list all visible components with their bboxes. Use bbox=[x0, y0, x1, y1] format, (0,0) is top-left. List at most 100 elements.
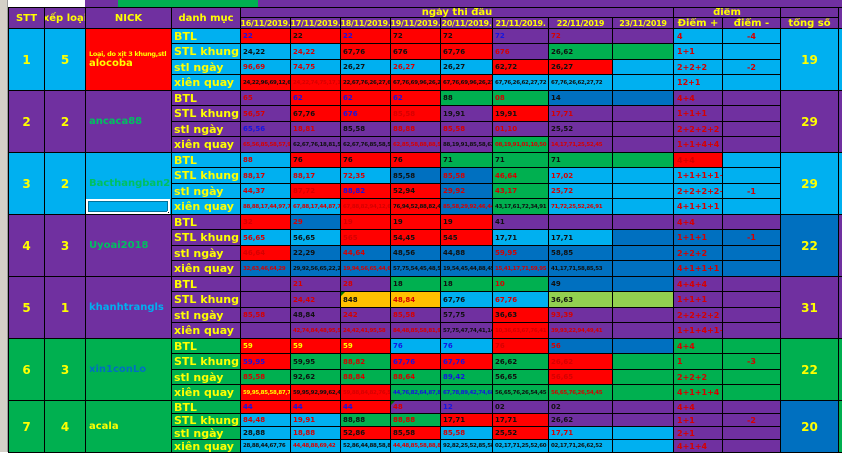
value-cell[interactable]: 54,45 bbox=[391, 230, 441, 246]
minus-score-cell[interactable] bbox=[723, 261, 781, 277]
value-cell[interactable]: 67,78,89,42,74,68 bbox=[441, 385, 493, 401]
value-cell[interactable]: 84,48,85,58,81,98 bbox=[391, 323, 441, 339]
category-cell[interactable]: STL khung 2 bbox=[172, 168, 241, 184]
value-cell[interactable]: 62,67,76,85,58,57 bbox=[341, 137, 391, 153]
value-cell[interactable]: 71 bbox=[549, 153, 613, 168]
plus-score-cell[interactable]: 2+2+2 bbox=[674, 60, 723, 75]
value-cell[interactable]: 88,17 bbox=[241, 168, 291, 184]
minus-score-cell[interactable] bbox=[723, 339, 781, 354]
value-cell[interactable]: 85,58 bbox=[441, 427, 493, 440]
minus-score-cell[interactable] bbox=[723, 246, 781, 261]
value-cell[interactable] bbox=[241, 277, 291, 292]
selection-box[interactable] bbox=[86, 199, 170, 214]
minus-score-cell[interactable] bbox=[723, 91, 781, 106]
value-cell[interactable]: 62 bbox=[341, 91, 391, 106]
category-cell[interactable]: STL khung 2 bbox=[172, 44, 241, 60]
value-cell[interactable] bbox=[613, 153, 674, 168]
stt-cell[interactable]: 6 bbox=[9, 339, 45, 401]
value-cell[interactable]: 89,42 bbox=[441, 370, 493, 385]
value-cell[interactable]: 76,94,52,88,82,48 bbox=[391, 199, 441, 215]
value-cell[interactable]: 22 bbox=[241, 29, 291, 44]
value-cell[interactable]: 19,54,45,44,88,45 bbox=[441, 261, 493, 277]
plus-score-cell[interactable]: 2+2+2+2+2 bbox=[674, 184, 723, 199]
value-cell[interactable] bbox=[613, 323, 674, 339]
value-cell[interactable]: 17,02 bbox=[549, 168, 613, 184]
value-cell[interactable]: 46,64 bbox=[493, 168, 549, 184]
category-cell[interactable]: BTL bbox=[172, 401, 241, 414]
value-cell[interactable]: 676 bbox=[341, 106, 391, 122]
total-cell[interactable]: 22 bbox=[781, 215, 839, 277]
value-cell[interactable]: 59,95,85,58,87,78 bbox=[241, 385, 291, 401]
value-cell[interactable]: 29 bbox=[291, 215, 341, 230]
value-cell[interactable]: 76 bbox=[391, 339, 441, 354]
value-cell[interactable]: 92,62 bbox=[291, 370, 341, 385]
value-cell[interactable]: 44,64 bbox=[341, 246, 391, 261]
value-cell[interactable]: 43,17 bbox=[493, 184, 549, 199]
value-cell[interactable]: 76 bbox=[341, 153, 391, 168]
value-cell[interactable]: 44 bbox=[291, 401, 341, 414]
value-cell[interactable]: 57,75 bbox=[441, 308, 493, 323]
value-cell[interactable]: 72,35 bbox=[341, 168, 391, 184]
value-cell[interactable]: 19,94,56,65,44,64 bbox=[341, 261, 391, 277]
value-cell[interactable] bbox=[613, 215, 674, 230]
minus-score-cell[interactable] bbox=[723, 199, 781, 215]
value-cell[interactable]: 56,65 bbox=[549, 370, 613, 385]
plus-score-cell[interactable]: 1+1+1 bbox=[674, 292, 723, 308]
value-cell[interactable]: 17,71 bbox=[549, 427, 613, 440]
header-category[interactable]: danh mục bbox=[172, 8, 241, 29]
category-cell[interactable]: STL khung 2 bbox=[172, 230, 241, 246]
value-cell[interactable] bbox=[613, 354, 674, 370]
value-cell[interactable]: 28,88,44,67,76 bbox=[241, 440, 291, 453]
value-cell[interactable]: 17,71 bbox=[493, 230, 549, 246]
value-cell[interactable]: 57,75,54,45,48,56 bbox=[391, 261, 441, 277]
value-cell[interactable]: 44,37 bbox=[241, 184, 291, 199]
value-cell[interactable]: 65,56,85,58,57,95 bbox=[241, 137, 291, 153]
value-cell[interactable]: 42,74,84,48,95,58 bbox=[291, 323, 341, 339]
value-cell[interactable]: 26,62 bbox=[493, 354, 549, 370]
value-cell[interactable]: 62 bbox=[391, 91, 441, 106]
plus-score-cell[interactable]: 4+4 bbox=[674, 153, 723, 168]
value-cell[interactable]: 10 bbox=[493, 277, 549, 292]
value-cell[interactable]: 88 bbox=[241, 153, 291, 168]
category-cell[interactable]: xiên quay bbox=[172, 440, 241, 453]
value-cell[interactable]: 85,58,29,92,46,44 bbox=[441, 199, 493, 215]
value-cell[interactable]: 19,91 bbox=[493, 106, 549, 122]
value-cell[interactable]: 65 bbox=[241, 91, 291, 106]
minus-score-cell[interactable] bbox=[723, 168, 781, 184]
value-cell[interactable]: 67,76 bbox=[441, 354, 493, 370]
value-cell[interactable] bbox=[613, 339, 674, 354]
value-cell[interactable] bbox=[613, 91, 674, 106]
value-cell[interactable]: 44,48,85,58,88,88 bbox=[391, 440, 441, 453]
value-cell[interactable]: 67,76 bbox=[291, 106, 341, 122]
value-cell[interactable]: 676 bbox=[391, 44, 441, 60]
category-cell[interactable]: STL khung 2 bbox=[172, 292, 241, 308]
value-cell[interactable]: 26,62 bbox=[549, 414, 613, 427]
value-cell[interactable]: 67,76 bbox=[441, 292, 493, 308]
header-stt[interactable]: STT bbox=[9, 8, 45, 29]
value-cell[interactable]: 17,71 bbox=[549, 230, 613, 246]
plus-score-cell[interactable]: 2+1 bbox=[674, 427, 723, 440]
value-cell[interactable] bbox=[613, 440, 674, 453]
category-cell[interactable]: stl ngày bbox=[172, 122, 241, 137]
minus-score-cell[interactable] bbox=[723, 308, 781, 323]
value-cell[interactable]: 565 bbox=[341, 230, 391, 246]
value-cell[interactable]: 25,72 bbox=[549, 184, 613, 199]
value-cell[interactable] bbox=[241, 323, 291, 339]
value-cell[interactable]: 88,17 bbox=[291, 168, 341, 184]
value-cell[interactable]: 52,86,44,88,58,85 bbox=[341, 440, 391, 453]
value-cell[interactable]: 22 bbox=[341, 29, 391, 44]
value-cell[interactable]: 29,92 bbox=[441, 184, 493, 199]
plus-score-cell[interactable]: 1+1 bbox=[674, 44, 723, 60]
edge-cell[interactable] bbox=[839, 401, 842, 453]
value-cell[interactable]: 56,65,76,26,54,45 bbox=[549, 385, 613, 401]
value-cell[interactable]: 56,65 bbox=[493, 370, 549, 385]
plus-score-cell[interactable]: 1 bbox=[674, 354, 723, 370]
value-cell[interactable]: 24,22 bbox=[241, 44, 291, 60]
value-cell[interactable]: 19 bbox=[391, 215, 441, 230]
value-cell[interactable]: 12 bbox=[441, 401, 493, 414]
plus-score-cell[interactable]: 1+1+1+1+1 bbox=[674, 168, 723, 184]
value-cell[interactable]: 39,93,22,94,49,41 bbox=[549, 323, 613, 339]
value-cell[interactable]: 18,81 bbox=[291, 122, 341, 137]
value-cell[interactable]: 62,72 bbox=[493, 60, 549, 75]
value-cell[interactable]: 14 bbox=[549, 91, 613, 106]
